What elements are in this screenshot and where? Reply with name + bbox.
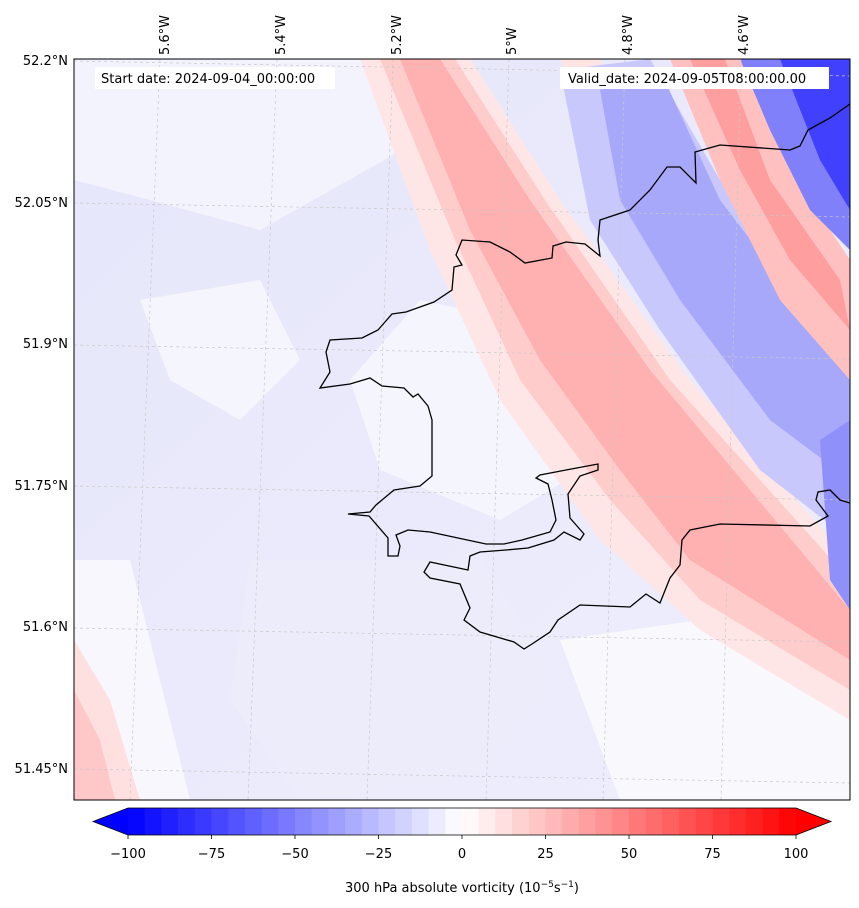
valid-date-label: Valid_date: 2024-09-05T08:00:00.00 (568, 72, 806, 87)
lon-label: 5.2°W (390, 15, 405, 55)
lat-label: 51.6°N (23, 620, 68, 635)
coastline (318, 103, 850, 650)
colorbar-cell (595, 808, 613, 835)
lon-label: 4.6°W (737, 15, 752, 55)
colorbar-cell (662, 808, 680, 835)
colorbar-cell (762, 808, 780, 835)
colorbar-cell (161, 808, 179, 835)
map-frame: Start date: 2024-09-04_00:00:00 Valid_da… (73, 58, 851, 801)
start-date-box (95, 67, 335, 89)
colorbar-cells (128, 808, 797, 835)
colorbar-cell (612, 808, 630, 835)
latitude-labels: 52.2°N 52.05°N 51.9°N 51.75°N 51.6°N 51.… (15, 54, 68, 777)
colorbar-tick-label: 75 (704, 847, 721, 862)
colorbar-cell (695, 808, 713, 835)
colorbar-tick-label: −100 (110, 847, 146, 862)
colorbar-cell (528, 808, 546, 835)
colorbar-cell (311, 808, 329, 835)
lat-label: 51.9°N (23, 337, 68, 352)
colorbar-cell (478, 808, 496, 835)
colorbar-tick-label: −25 (365, 847, 392, 862)
colorbar-cell (645, 808, 663, 835)
colorbar: −100 −75 −50 −25 0 25 50 75 100 300 hPa … (91, 807, 833, 896)
gridlines (73, 58, 851, 801)
colorbar-extend-high (796, 808, 831, 835)
colorbar-cell (578, 808, 597, 835)
colorbar-cell (445, 808, 463, 835)
colorbar-extend-low (93, 808, 128, 835)
colorbar-cell (562, 808, 580, 835)
colorbar-cell (428, 808, 446, 835)
colorbar-cell (144, 808, 162, 835)
lat-label: 51.45°N (15, 762, 68, 777)
colorbar-cell (378, 808, 396, 835)
colorbar-cell (211, 808, 229, 835)
colorbar-cell (228, 808, 246, 835)
colorbar-cell (679, 808, 697, 835)
colorbar-cell (712, 808, 730, 835)
lon-label: 5.4°W (274, 15, 289, 55)
colorbar-tick-label: −50 (281, 847, 308, 862)
longitude-labels: 5.6°W 5.4°W 5.2°W 5°W 4.8°W 4.6°W (158, 15, 752, 55)
colorbar-cell (779, 808, 797, 835)
vorticity-field (74, 59, 850, 800)
colorbar-tick-label: 25 (537, 847, 554, 862)
colorbar-cell (495, 808, 513, 835)
colorbar-cell (395, 808, 413, 835)
colorbar-cell (128, 808, 146, 835)
lon-label: 5.6°W (158, 15, 173, 55)
colorbar-cell (278, 808, 296, 835)
colorbar-cell (361, 808, 379, 835)
colorbar-cell (261, 808, 279, 835)
colorbar-cell (629, 808, 647, 835)
lon-label: 4.8°W (621, 15, 636, 55)
colorbar-cell (194, 808, 212, 835)
colorbar-cell (411, 808, 430, 835)
colorbar-cell (328, 808, 346, 835)
lat-label: 52.2°N (23, 54, 68, 69)
colorbar-cell (462, 808, 480, 835)
lat-label: 51.75°N (15, 479, 68, 494)
colorbar-cell (295, 808, 313, 835)
colorbar-tick-label: −75 (198, 847, 225, 862)
colorbar-title: 300 hPa absolute vorticity (10−5s−1) (345, 880, 579, 896)
colorbar-ticks: −100 −75 −50 −25 0 25 50 75 100 (110, 835, 808, 862)
colorbar-cell (178, 808, 196, 835)
colorbar-cell (729, 808, 747, 835)
colorbar-tick-label: 0 (458, 847, 466, 862)
colorbar-tick-label: 50 (621, 847, 638, 862)
colorbar-cell (345, 808, 363, 835)
valid-date-box (560, 67, 829, 89)
lat-label: 52.05°N (15, 196, 68, 211)
start-date-label: Start date: 2024-09-04_00:00:00 (101, 72, 315, 87)
lon-label: 5°W (505, 27, 520, 55)
colorbar-cell (545, 808, 563, 835)
colorbar-cell (512, 808, 530, 835)
colorbar-cell (244, 808, 263, 835)
colorbar-cell (745, 808, 764, 835)
colorbar-tick-label: 100 (784, 847, 809, 862)
